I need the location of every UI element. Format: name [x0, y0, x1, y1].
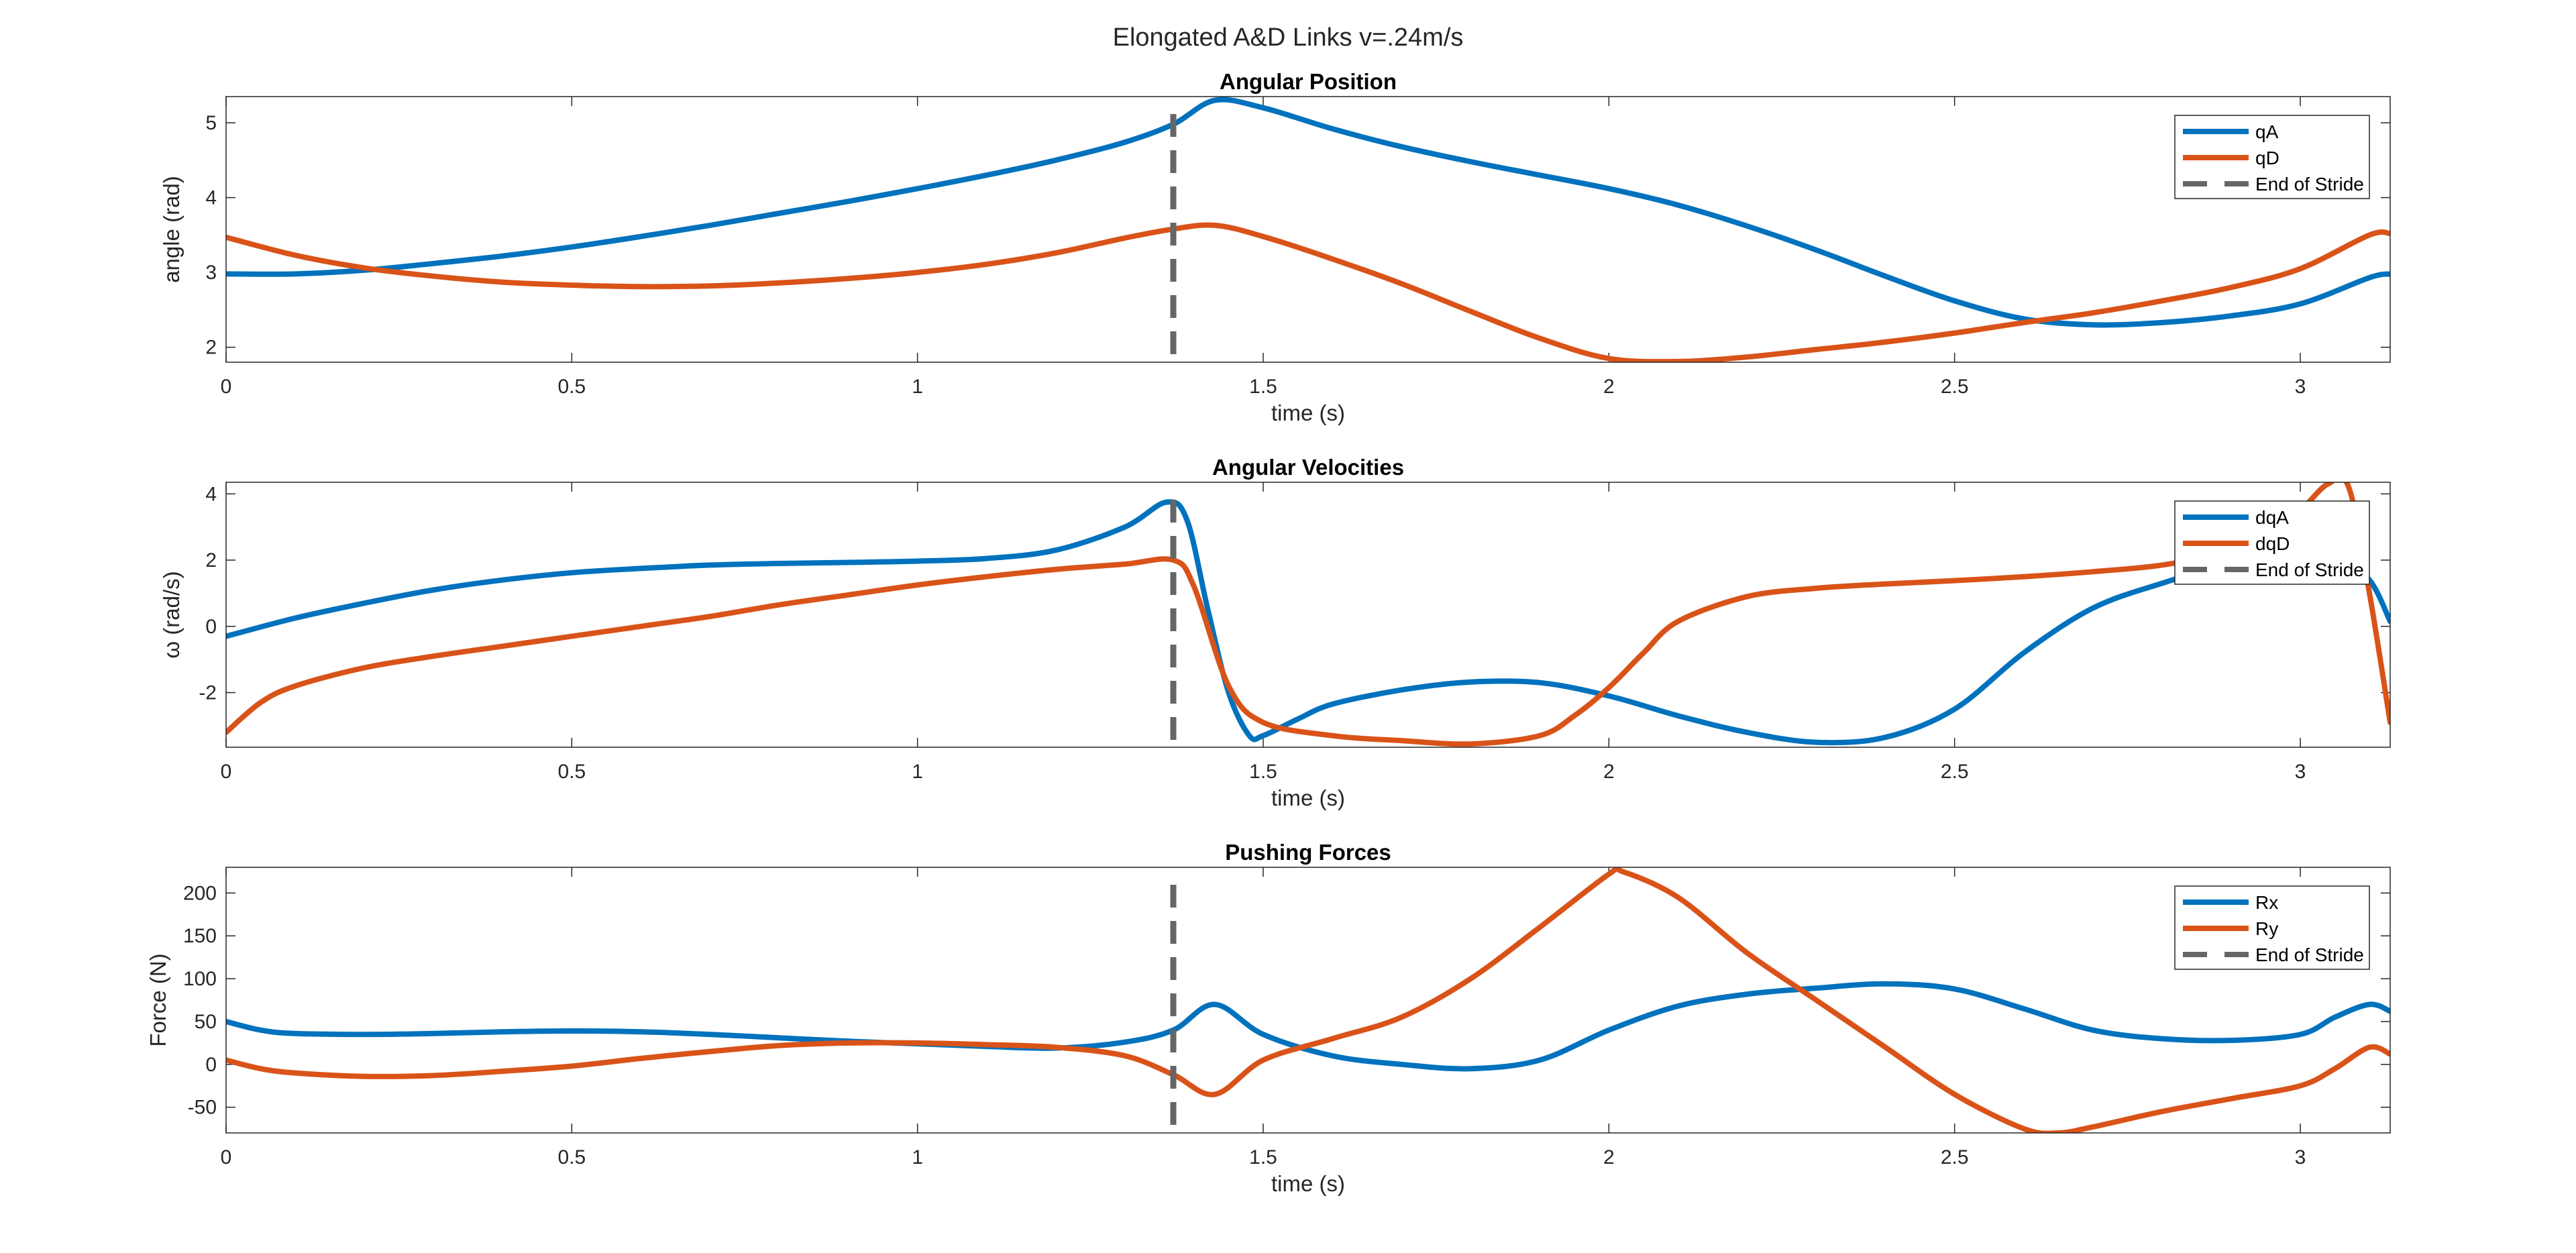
x-axis-label: time (s) [1271, 1171, 1345, 1196]
series-group [226, 482, 2390, 747]
series-line-dqD [226, 482, 2390, 747]
x-tick-label: 0.5 [557, 761, 586, 783]
x-tick-label: 1 [912, 1146, 923, 1168]
x-tick-label: 1 [912, 761, 923, 783]
y-tick-label: 200 [183, 882, 217, 904]
x-tick-label: 3 [2295, 1146, 2306, 1168]
y-axis-label: Force (N) [146, 953, 170, 1046]
subplot-title: Angular Velocities [1212, 455, 1404, 480]
legend-entry: dqA [2255, 507, 2289, 528]
axes-box [225, 867, 2391, 1134]
legend-entry: qD [2255, 148, 2279, 168]
subplot-title: Angular Position [1220, 69, 1397, 94]
y-tick-label: 2 [205, 549, 217, 571]
y-tick-label: 50 [195, 1011, 217, 1033]
x-tick-label: 1 [912, 376, 923, 398]
plot-area [226, 867, 2390, 1133]
subplot-3: 0 0.5 1 1.5 2 2.5 3 -50 0 50 100 150 200 Pushing Forc… [146, 840, 2391, 1196]
y-tick-label: 5 [205, 112, 217, 134]
x-tick-label: 0.5 [557, 1146, 586, 1168]
subplot-title: Pushing Forces [1225, 840, 1391, 865]
x-tick-label: 3 [2295, 761, 2306, 783]
legend-entry: Ry [2255, 918, 2278, 939]
x-tick-label: 0 [221, 376, 232, 398]
x-tick-label: 0 [221, 761, 232, 783]
subplot-2: 0 0.5 1 1.5 2 2.5 3 -2 0 2 4 Angular Velocities time… [159, 455, 2391, 810]
legend: qA qD End of Stride [2174, 115, 2370, 199]
axes-box [225, 96, 2391, 363]
x-tick-label: 1.5 [1249, 761, 1277, 783]
y-tick-label: -2 [199, 682, 217, 704]
y-tick-label: 4 [205, 187, 217, 209]
x-tick-label: 2.5 [1941, 761, 1969, 783]
x-tick-label: 2 [1603, 376, 1615, 398]
x-tick-label: 1.5 [1249, 1146, 1277, 1168]
y-tick-label: 4 [205, 483, 217, 505]
series-group [226, 97, 2390, 362]
figure-title: Elongated A&D Links v=.24m/s [1113, 23, 1464, 52]
plot-area [226, 482, 2390, 747]
y-axis-label: angle (rad) [159, 176, 184, 283]
x-axis-label: time (s) [1271, 400, 1345, 425]
legend-entry: End of Stride [2255, 559, 2364, 580]
legend-entry: End of Stride [2255, 944, 2364, 965]
subplot-1: 0 0.5 1 1.5 2 2.5 3 2 3 4 5 Angular Position time (s… [159, 69, 2391, 425]
legend-entry: End of Stride [2255, 174, 2364, 195]
y-tick-label: 3 [205, 262, 217, 284]
y-tick-label: -50 [188, 1097, 217, 1119]
series-line-qD [226, 222, 2390, 362]
x-tick-label: 1.5 [1249, 376, 1277, 398]
axes-box [225, 482, 2391, 748]
x-axis-label: time (s) [1271, 785, 1345, 810]
y-tick-label: 0 [205, 1054, 217, 1076]
x-tick-label: 0 [221, 1146, 232, 1168]
x-tick-label: 2 [1603, 761, 1615, 783]
legend: dqA dqD End of Stride [2174, 500, 2370, 585]
x-tick-label: 2 [1603, 1146, 1615, 1168]
y-tick-label: 150 [183, 925, 217, 947]
series-line-dqA [226, 499, 2390, 746]
x-tick-label: 2.5 [1941, 1146, 1969, 1168]
legend: Rx Ry End of Stride [2174, 885, 2370, 970]
series-line-qA [226, 97, 2390, 328]
legend-entry: Rx [2255, 892, 2278, 913]
y-tick-label: 100 [183, 968, 217, 990]
x-tick-label: 0.5 [557, 376, 586, 398]
y-axis-label: ω (rad/s) [159, 571, 184, 658]
x-tick-label: 2.5 [1941, 376, 1969, 398]
legend-entry: dqD [2255, 533, 2290, 554]
legend-entry: qA [2255, 121, 2279, 142]
y-tick-label: 0 [205, 616, 217, 638]
y-tick-label: 2 [205, 337, 217, 359]
x-tick-label: 3 [2295, 376, 2306, 398]
